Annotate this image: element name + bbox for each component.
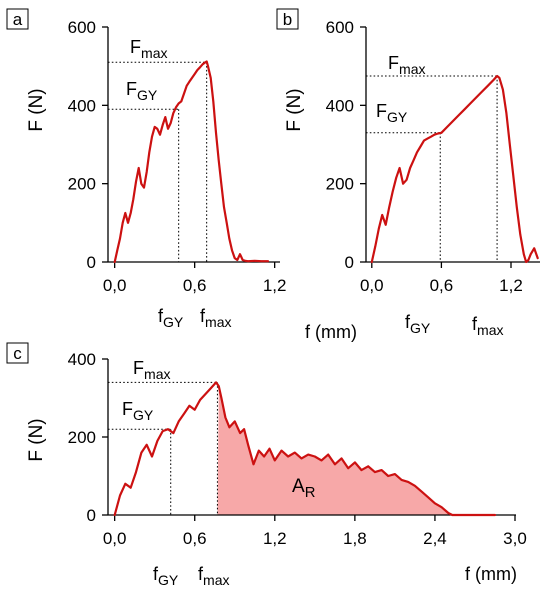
panel-b-fgy-label: fGY [405,312,431,336]
panel-b-fmax-label: fmax [472,314,504,338]
panel-a-ytick-label: 400 [68,96,96,115]
panel-c-Fmax-label: Fmax [133,358,171,382]
panel-a: a F (N) 0 200 400 600 0,0 0,6 1,2 Fmax FGY fGY fma… [6,8,287,330]
panel-b-ylabel: F (N) [284,88,305,131]
panel-c-area-label: AR [292,476,316,501]
panel-c-label: c [13,344,22,363]
shared-xlabel: f (mm) [305,322,357,342]
panel-b-label-box [276,8,299,30]
panel-a-ylabel: F (N) [26,88,47,131]
panel-a-xtick-label: 0,0 [103,276,127,295]
panel-c-xtick-label: 3,0 [503,529,527,548]
panel-b-FGY-label: FGY [376,101,408,125]
panel-c-ytick-label: 0 [87,506,96,525]
panel-b-ytick-label: 0 [345,253,354,272]
panel-b-xtick-label: 1,2 [499,276,523,295]
panel-c-fgy-label: fGY [153,564,179,588]
panel-b: b F (N) 0 200 400 600 0,0 0,6 1,2 Fmax FGY fGY fma… [276,8,540,338]
panel-a-ytick-label: 0 [87,253,96,272]
panel-b-xtick-label: 0,0 [360,276,384,295]
panel-c-FGY-label: FGY [122,399,154,423]
panel-c-xtick-label: 1,2 [263,529,287,548]
panel-c-ytick-label: 200 [68,428,96,447]
panel-c: c F (N) 0 200 400 0,0 0,6 1,2 1,8 2,4 3,0 Fmax FGY… [6,342,527,588]
panel-c-xtick-label: 0,0 [103,529,127,548]
panel-b-label: b [283,10,292,29]
panel-c-xlabel: f (mm) [465,564,517,584]
panel-a-fgy-label: fGY [158,306,184,330]
panel-b-Fmax-label: Fmax [388,53,426,77]
panel-a-FGY-label: FGY [126,79,158,103]
panel-c-xtick-label: 2,4 [423,529,447,548]
panel-c-force-curve [113,381,497,517]
panel-b-ytick-label: 400 [326,96,354,115]
panel-c-label-box [6,342,29,364]
panel-c-area-fill [217,386,495,515]
panel-a-Fmax-label: Fmax [130,37,168,61]
panel-a-xtick-label: 0,6 [183,276,207,295]
panel-c-fmax-label: fmax [198,564,230,588]
panel-a-ytick-label: 200 [68,175,96,194]
panel-c-ytick-label: 400 [68,350,96,369]
panel-a-xtick-label: 1,2 [263,276,287,295]
panel-c-xtick-label: 0,6 [183,529,207,548]
panel-b-ytick-label: 600 [326,18,354,37]
panel-a-force-curve [113,60,270,264]
panel-b-ytick-label: 200 [326,175,354,194]
panel-b-force-curve [370,74,539,264]
panel-b-xtick-label: 0,6 [430,276,454,295]
panel-a-ytick-label: 600 [68,18,96,37]
panel-c-xtick-label: 1,8 [343,529,367,548]
panel-c-ylabel: F (N) [26,418,47,461]
panel-a-fmax-label: fmax [200,306,232,330]
panel-a-label: a [13,10,23,29]
panel-a-label-box [6,8,29,30]
